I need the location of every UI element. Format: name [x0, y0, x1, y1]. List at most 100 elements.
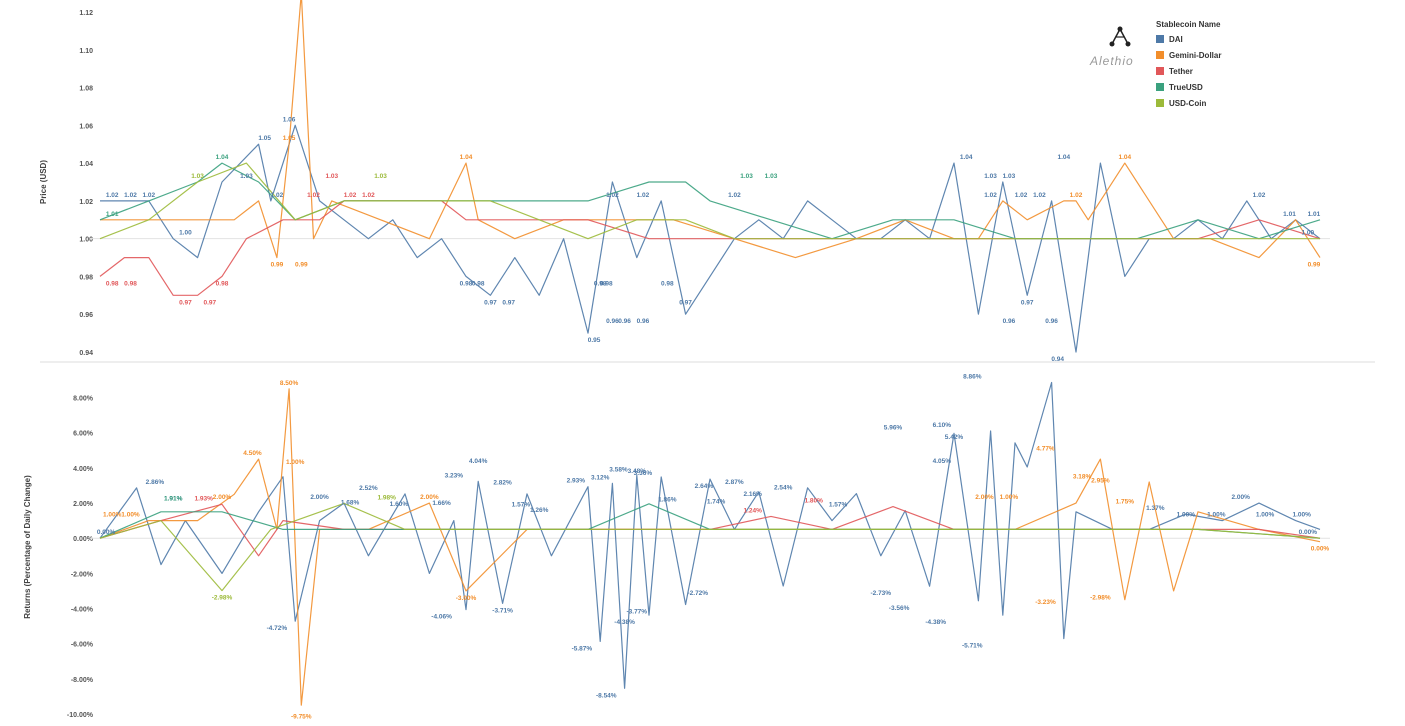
data-label: 0.97 — [203, 299, 216, 306]
legend-swatch — [1156, 83, 1164, 91]
legend-item-usd-coin[interactable]: USD-Coin — [1156, 97, 1206, 109]
data-label: -2.72% — [687, 590, 708, 597]
data-label: 1.03 — [740, 173, 753, 180]
legend-label: Gemini-Dollar — [1169, 50, 1222, 60]
y-tick-label: 1.04 — [79, 161, 93, 168]
data-label: 1.60% — [390, 501, 409, 508]
data-label: 0.96 — [1003, 318, 1016, 325]
data-label: 1.02 — [271, 192, 284, 199]
data-label: 1.03 — [1003, 173, 1016, 180]
data-label: 8.50% — [280, 380, 299, 387]
data-label: 0.97 — [679, 299, 692, 306]
y-tick-label: 0.98 — [79, 274, 93, 281]
data-label: 1.03 — [325, 173, 338, 180]
legend-label: USD-Coin — [1169, 98, 1207, 108]
legend-label: TrueUSD — [1169, 82, 1203, 92]
data-label: 1.02 — [362, 192, 375, 199]
data-label: 1.80% — [804, 498, 823, 505]
series-line-usd-coin — [99, 502, 1321, 592]
data-label: 0.97 — [484, 299, 497, 306]
series-line-tether — [99, 200, 1321, 296]
series-line-gemini-dollar — [100, 0, 1321, 259]
data-label: 1.01 — [1308, 211, 1321, 218]
data-label: 0.98 — [460, 280, 473, 287]
data-label: 1.00% — [1256, 512, 1275, 519]
data-label: 3.12% — [591, 474, 610, 481]
legend-item-trueusd[interactable]: TrueUSD — [1156, 81, 1203, 93]
legend-label: DAI — [1169, 34, 1183, 44]
y-tick-label: -4.00% — [71, 607, 94, 614]
y-tick-label: 1.00 — [79, 237, 93, 244]
data-label: 5.42% — [945, 434, 964, 441]
y-tick-label: 1.12 — [79, 10, 93, 17]
legend-label: Tether — [1169, 66, 1193, 76]
legend-item-gemini-dollar[interactable]: Gemini-Dollar — [1156, 49, 1221, 61]
data-label: 2.82% — [493, 480, 512, 487]
series-line-dai — [99, 381, 1321, 689]
data-label: 0.98 — [472, 280, 485, 287]
data-label: 2.86% — [146, 479, 165, 486]
y-tick-label: 1.06 — [79, 123, 93, 130]
y-tick-label: 0.00% — [73, 536, 94, 543]
data-label: 1.05 — [258, 135, 271, 142]
data-label: 1.68% — [341, 500, 360, 507]
data-label: 0.99 — [1308, 262, 1321, 269]
data-label: 1.00% — [1292, 512, 1311, 519]
y-tick-label: -6.00% — [71, 642, 94, 649]
data-label: 1.91% — [164, 496, 183, 503]
data-label: -2.73% — [870, 590, 891, 597]
data-label: 1.86% — [658, 497, 677, 504]
data-label: 3.36% — [634, 470, 653, 477]
data-label: 1.00 — [179, 230, 192, 237]
data-label: 2.00% — [310, 494, 329, 501]
data-label: 1.26% — [530, 507, 549, 514]
y-tick-label: 2.00% — [73, 501, 94, 508]
data-label: 0.00% — [97, 529, 116, 536]
data-label: 1.00% — [103, 512, 122, 519]
data-label: -5.71% — [962, 643, 983, 650]
data-label: 1.03 — [374, 173, 387, 180]
data-label: 0.98 — [124, 280, 137, 287]
data-label: -3.71% — [492, 607, 513, 614]
brand-name: Alethio — [1090, 54, 1134, 68]
data-label: 2.54% — [774, 485, 793, 492]
data-label: 1.93% — [194, 495, 213, 502]
data-label: 1.02 — [728, 192, 741, 199]
data-label: 2.64% — [695, 483, 714, 490]
y-tick-label: 1.02 — [79, 199, 93, 206]
data-label: 1.02 — [307, 192, 320, 199]
data-label: 1.00% — [1177, 512, 1196, 519]
data-label: 1.04 — [960, 154, 973, 161]
data-label: -3.23% — [1035, 599, 1056, 606]
legend-item-tether[interactable]: Tether — [1156, 65, 1193, 77]
data-label: -4.38% — [614, 619, 635, 626]
y-axis-title: Returns (Percentage of Daily Change) — [23, 475, 32, 619]
data-label: 0.96 — [618, 318, 631, 325]
data-label: -2.98% — [212, 595, 233, 602]
data-label: -2.98% — [1090, 595, 1111, 602]
data-label: 0.95 — [588, 337, 601, 344]
data-label: 1.04 — [460, 154, 473, 161]
returns-panel: Returns (Percentage of Daily Change) -10.… — [23, 373, 1330, 721]
data-label: 2.93% — [567, 478, 586, 485]
data-label: 1.02 — [124, 192, 137, 199]
data-label: 5.96% — [884, 424, 903, 431]
legend-swatch — [1156, 51, 1164, 59]
data-label: 1.37% — [1146, 505, 1165, 512]
data-label: 1.02 — [984, 192, 997, 199]
data-label: 8.86% — [963, 373, 982, 380]
data-label: 1.75% — [1116, 498, 1135, 505]
data-label: 1.03 — [984, 173, 997, 180]
legend-swatch — [1156, 67, 1164, 75]
data-label: 0.94 — [1051, 356, 1064, 363]
data-label: 1.02 — [1015, 192, 1028, 199]
data-label: 0.97 — [179, 299, 192, 306]
data-label: 1.98% — [377, 494, 396, 501]
legend-item-dai[interactable]: DAI — [1156, 33, 1183, 45]
data-label: 0.96 — [637, 318, 650, 325]
data-label: 1.03 — [240, 173, 253, 180]
data-label: 0.97 — [1021, 299, 1034, 306]
data-label: -4.38% — [925, 619, 946, 626]
data-label: 1.02 — [142, 192, 155, 199]
